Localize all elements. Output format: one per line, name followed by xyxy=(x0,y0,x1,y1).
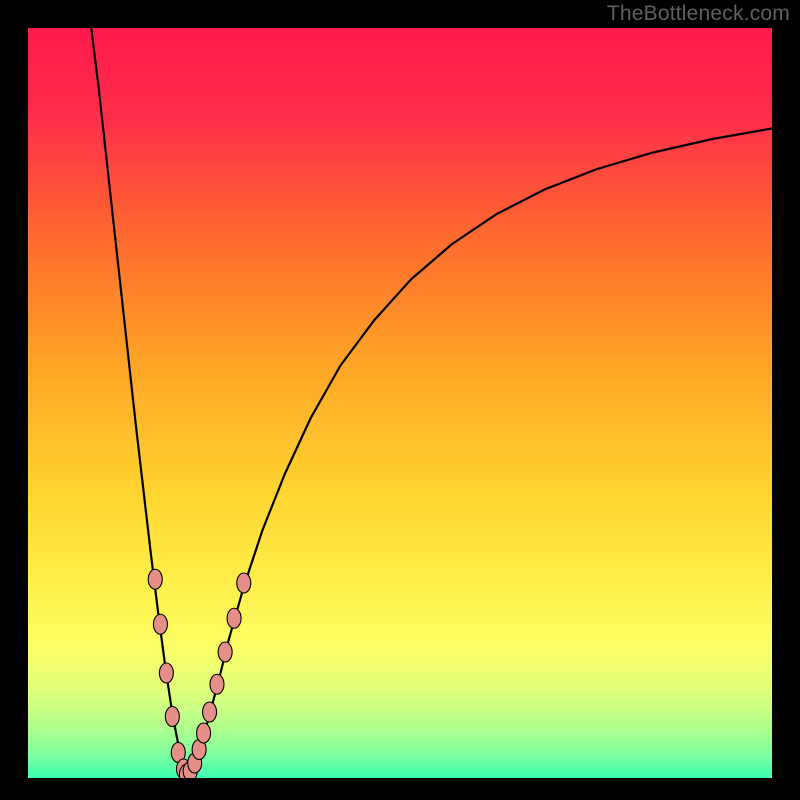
gradient-background xyxy=(28,28,772,778)
plot-area xyxy=(28,28,772,778)
bottleneck-chart: TheBottleneck.com xyxy=(0,0,800,800)
watermark-text: TheBottleneck.com xyxy=(607,2,790,26)
